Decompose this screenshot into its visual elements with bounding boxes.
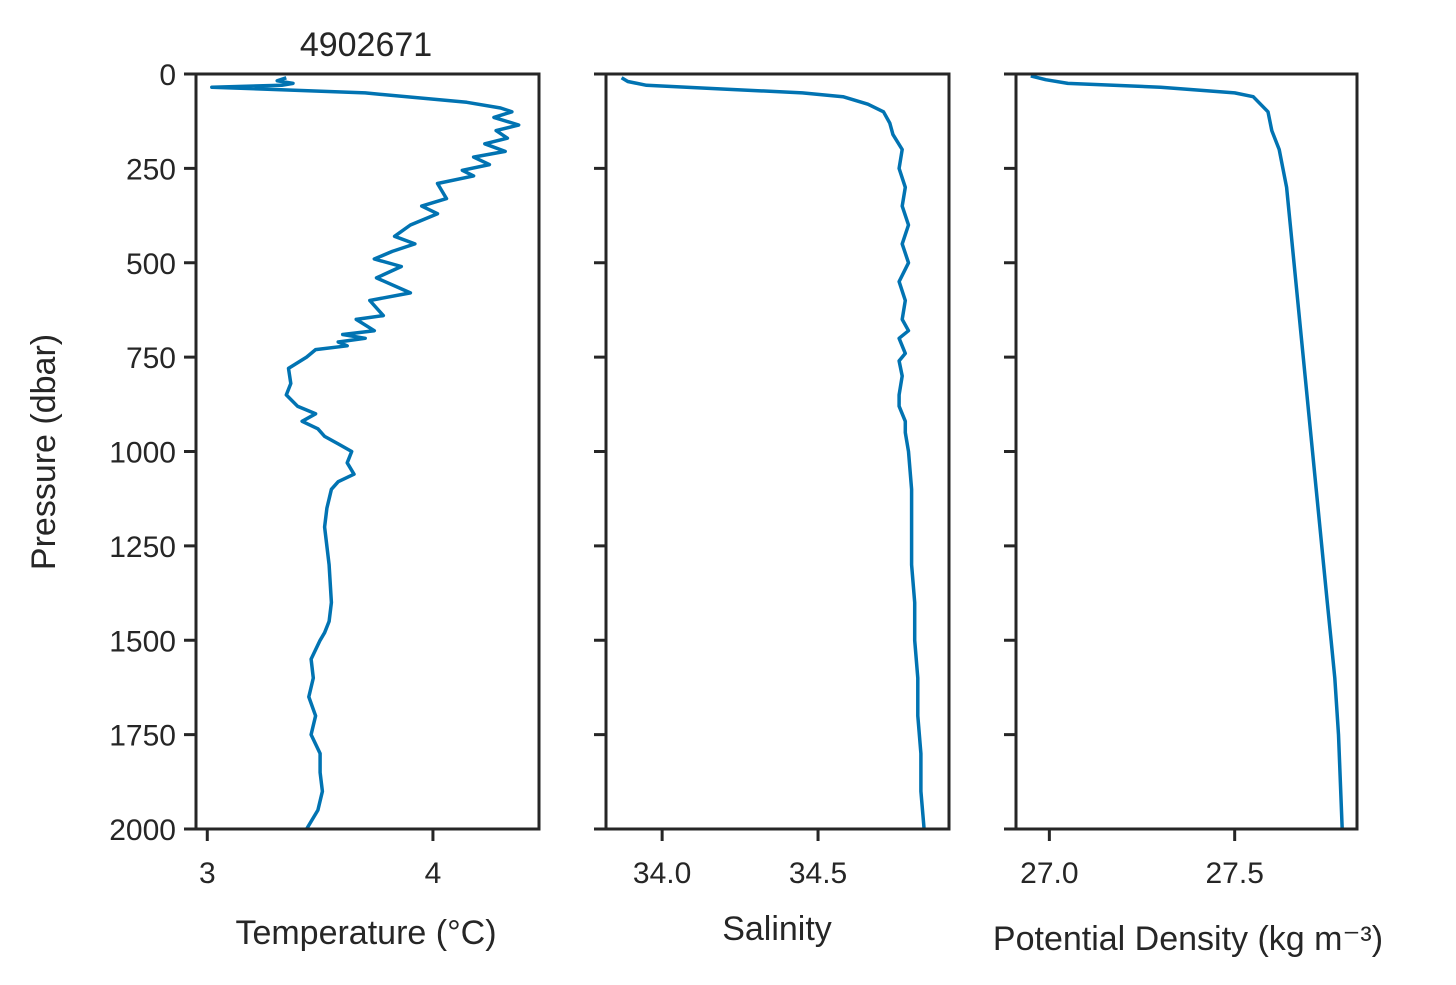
- salinity-xlabel: Salinity: [722, 910, 832, 948]
- temperature-ticks: 0 250 500 750 1000 1250 1500 1750 2000 3 4: [109, 59, 441, 890]
- density-ticks: 27.0 27.5: [1004, 72, 1264, 890]
- temperature-ytick-label: 500: [126, 248, 176, 281]
- salinity-profile-line: [620, 76, 926, 830]
- density-xlabel: Potential Density (kg m⁻³): [993, 920, 1383, 958]
- salinity-panel: 34.0 34.5 Salinity: [594, 72, 951, 948]
- temperature-ytick-label: 1250: [109, 531, 176, 564]
- salinity-xtick-label: 34.0: [633, 857, 691, 890]
- density-xtick-label: 27.0: [1020, 857, 1078, 890]
- salinity-line-layer: [620, 76, 926, 830]
- temperature-axes-frame: [194, 72, 541, 831]
- temperature-ytick-label: 2000: [109, 814, 176, 847]
- temperature-ytick-label: 1750: [109, 720, 176, 753]
- temperature-panel: 4902671 0 250 500 750 1000 1250 1500 1750 2000 3 4…: [25, 26, 541, 952]
- temperature-ytick-label: 0: [159, 59, 176, 92]
- temperature-ytick-label: 250: [126, 153, 176, 186]
- density-line-layer: [1030, 74, 1344, 830]
- density-panel: 27.0 27.5 Potential Density (kg m⁻³): [993, 72, 1383, 958]
- temperature-ytick-label: 1500: [109, 625, 176, 658]
- salinity-ticks: 34.0 34.5: [594, 72, 847, 890]
- temperature-profile-line: [210, 76, 521, 830]
- density-profile-line: [1030, 74, 1344, 830]
- temperature-xtick-label: 3: [199, 857, 216, 890]
- temperature-xlabel: Temperature (°C): [235, 914, 496, 952]
- salinity-axes-frame: [604, 72, 951, 831]
- density-axes-frame: [1014, 72, 1359, 831]
- density-xtick-label: 27.5: [1205, 857, 1263, 890]
- salinity-xtick-label: 34.5: [789, 857, 847, 890]
- temperature-line-layer: [210, 76, 521, 830]
- pressure-ylabel: Pressure (dbar): [25, 334, 63, 570]
- temperature-xtick-label: 4: [425, 857, 442, 890]
- figure-title: 4902671: [300, 26, 432, 64]
- temperature-ytick-label: 750: [126, 342, 176, 375]
- temperature-ytick-label: 1000: [109, 437, 176, 470]
